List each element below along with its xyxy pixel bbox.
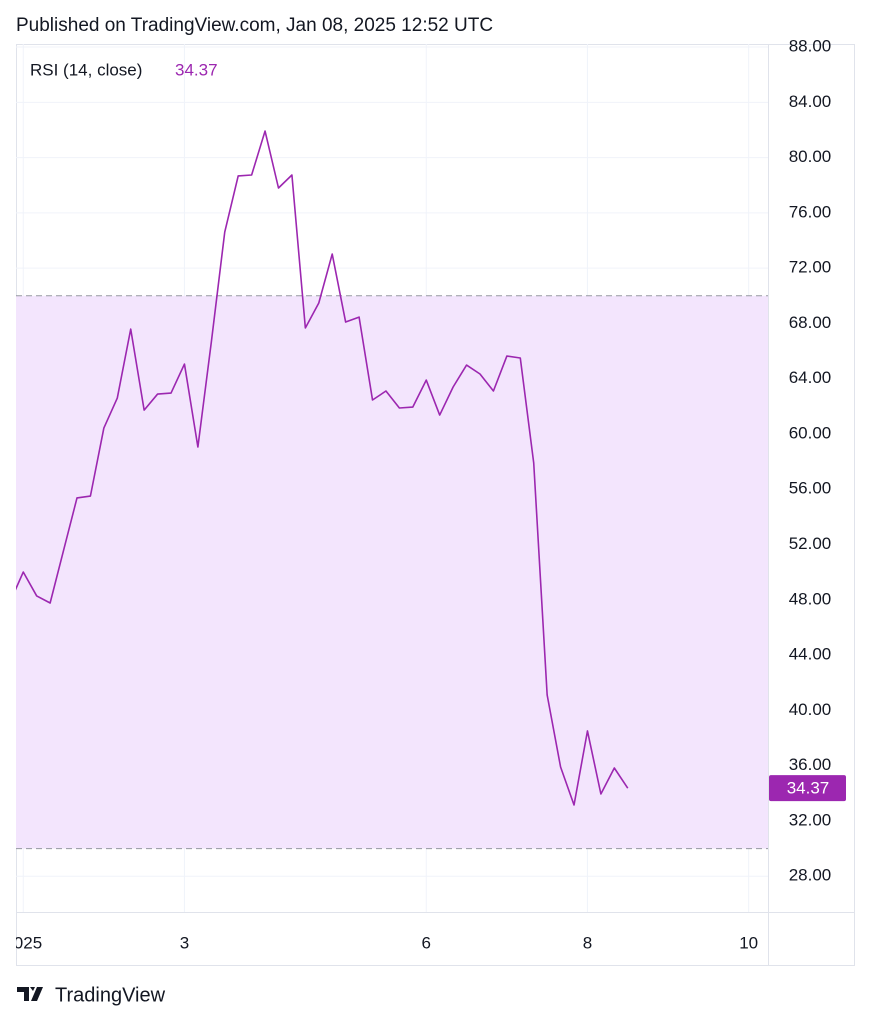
last-value-label: 34.37 xyxy=(787,779,830,798)
published-header: Published on TradingView.com, Jan 08, 20… xyxy=(16,15,493,36)
plot xyxy=(16,130,768,850)
rsi-line xyxy=(16,130,629,806)
legend-value: 34.37 xyxy=(175,60,218,79)
legend: RSI (14, close) 34.37 xyxy=(30,60,218,79)
y-tick-label: 32.00 xyxy=(789,810,832,829)
x-tick-label: 10 xyxy=(739,933,758,952)
y-tick-label: 80.00 xyxy=(789,147,832,166)
band-fill xyxy=(16,295,768,849)
y-tick-label: 88.00 xyxy=(789,37,832,56)
y-tick-label: 84.00 xyxy=(789,92,832,111)
y-tick-label: 60.00 xyxy=(789,423,832,442)
x-tick-label: 3 xyxy=(180,933,189,952)
x-tick-label: 8 xyxy=(583,933,592,952)
last-value-badge xyxy=(769,775,846,802)
y-tick-label: 28.00 xyxy=(789,866,832,885)
footer-logo: TradingView xyxy=(17,984,166,1006)
y-axis: 28.00 32.00 36.00 40.00 44.00 48.00 52.00 56.00… xyxy=(769,37,846,885)
y-tick-label: 64.00 xyxy=(789,368,832,387)
x-axis: 2025 3 6 8 10 xyxy=(4,933,758,952)
x-tick-label: 2025 xyxy=(4,933,42,952)
y-tick-label: 68.00 xyxy=(789,313,832,332)
y-tick-label: 52.00 xyxy=(789,534,832,553)
footer-brand: TradingView xyxy=(55,984,166,1006)
logo-icon xyxy=(17,987,43,1001)
y-tick-label: 56.00 xyxy=(789,479,832,498)
y-tick-label: 72.00 xyxy=(789,258,832,277)
legend-indicator: RSI (14, close) xyxy=(30,60,142,79)
y-tick-label: 44.00 xyxy=(789,645,832,664)
y-tick-label: 40.00 xyxy=(789,700,832,719)
y-tick-label: 76.00 xyxy=(789,202,832,221)
x-tick-label: 6 xyxy=(422,933,431,952)
y-tick-label: 48.00 xyxy=(789,589,832,608)
y-tick-label: 36.00 xyxy=(789,755,832,774)
